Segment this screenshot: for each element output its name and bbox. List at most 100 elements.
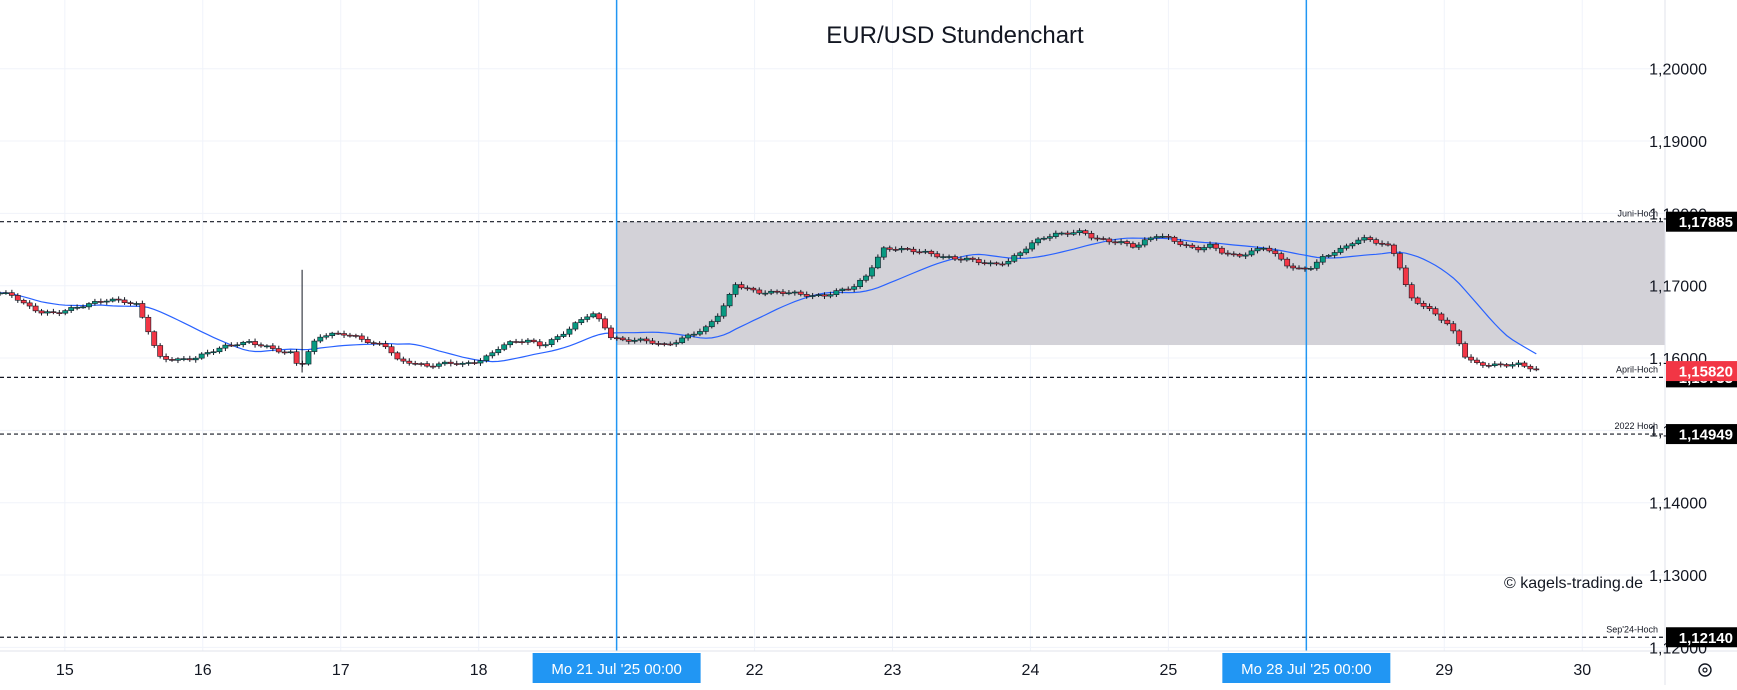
candle-body (631, 339, 638, 342)
candle-body (103, 300, 110, 303)
candle-body (441, 361, 448, 365)
candle-body (127, 302, 134, 304)
candle-body (293, 351, 300, 364)
candle-body (275, 348, 282, 353)
candle-body (382, 343, 389, 348)
candle-body (56, 312, 63, 314)
candle-body (418, 363, 425, 365)
candle-body (649, 340, 656, 344)
candle-body (714, 315, 721, 322)
candle-body (1047, 236, 1053, 239)
candle-body (335, 332, 342, 335)
date-tick-label: 30 (1573, 662, 1591, 679)
candle-body (8, 292, 15, 296)
candle-body (1165, 236, 1172, 238)
candle-body (827, 294, 834, 297)
level-price-label: 1,14949 (1679, 427, 1733, 444)
candle-body (1284, 258, 1291, 267)
candle-body (3, 292, 9, 294)
candle-body (1064, 232, 1071, 235)
candle-body (145, 316, 152, 333)
candle-body (1426, 306, 1433, 309)
candle-body (175, 358, 181, 361)
candle-body (269, 345, 276, 349)
candle-body (447, 361, 454, 364)
candle-body (525, 339, 531, 343)
candle-body (26, 302, 33, 307)
candle-body (1307, 268, 1314, 270)
candle-body (459, 362, 466, 365)
candle-body (246, 341, 253, 343)
candle-body (554, 336, 561, 340)
candle-body (584, 316, 591, 320)
candle-body (489, 352, 496, 357)
candle-body (542, 344, 549, 347)
candle-body (1147, 237, 1154, 241)
candle-body (999, 263, 1006, 266)
date-tick-label: 16 (194, 662, 212, 679)
candle-body (1408, 284, 1415, 299)
candle-body (1278, 253, 1285, 260)
candle-body (560, 333, 567, 337)
candle-body (768, 290, 775, 294)
candle-body (1444, 319, 1451, 325)
candle-body (1094, 237, 1101, 240)
candle-body (406, 360, 413, 364)
candle-body (1052, 232, 1059, 237)
candle-body (720, 305, 727, 317)
level-price-label: 1,12140 (1679, 630, 1733, 647)
candle-body (388, 346, 395, 354)
candle-body (1029, 242, 1036, 250)
candle-body (857, 279, 863, 287)
candle-body (252, 341, 258, 346)
candle-body (50, 311, 57, 313)
candle-body (1462, 343, 1469, 358)
candle-body (1023, 248, 1030, 254)
settings-icon[interactable] (1698, 663, 1712, 677)
time-axis[interactable]: 15 16 17 18 22 23 24 25 29 30 Mo 21 Jul '25 00:00 M… (56, 653, 1591, 683)
price-axis[interactable]: 1,200001,190001,180001,170001,160001,150… (1649, 62, 1707, 658)
candle-body (940, 256, 947, 258)
candle-body (691, 333, 697, 336)
candle-body (305, 351, 312, 365)
candle-body (530, 339, 537, 343)
candle-body (74, 307, 81, 309)
candle-body (20, 299, 27, 304)
level-name: Sep'24-Hoch (1606, 624, 1658, 634)
level-price-tag (1666, 211, 1737, 232)
candle-body (1456, 330, 1463, 344)
candle-body (133, 303, 140, 305)
candle-body (394, 352, 401, 360)
candle-body (1189, 244, 1196, 248)
candle-body (839, 288, 846, 291)
candle-body (946, 256, 952, 258)
candle-body (1385, 243, 1391, 246)
candle-body (667, 343, 674, 346)
candle-body (347, 334, 353, 337)
candle-body (1130, 243, 1136, 248)
candle-body (643, 338, 650, 342)
candle-body (287, 351, 294, 354)
candle-body (139, 303, 146, 318)
candle-body (1082, 230, 1089, 234)
moving-average-line (0, 237, 1537, 363)
candle-body (1177, 241, 1184, 246)
candle-body (477, 360, 484, 364)
candle-body (436, 363, 442, 367)
candle-body (732, 284, 739, 295)
candle-body (192, 357, 199, 361)
candle-body (0, 292, 3, 295)
candle-body (507, 341, 514, 346)
candle-body (1171, 236, 1178, 242)
candle-body (198, 353, 205, 359)
candle-body (483, 355, 490, 361)
candle-body (121, 299, 128, 303)
candle-body (833, 290, 840, 295)
candle-body (1088, 233, 1095, 239)
candle-body (1515, 362, 1522, 365)
candle-body (1319, 256, 1326, 263)
range-box-layer (616, 221, 1665, 346)
candle-body (323, 335, 330, 338)
